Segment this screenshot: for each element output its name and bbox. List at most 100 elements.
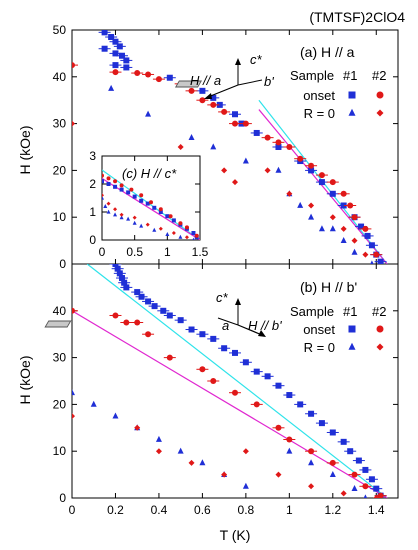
data-point — [340, 490, 347, 497]
data-point — [308, 410, 315, 417]
data-point — [139, 198, 144, 203]
ytick-label: 3 — [89, 149, 96, 163]
legend-a-sample: Sample — [290, 68, 334, 83]
data-point — [221, 471, 228, 478]
data-point — [362, 251, 369, 258]
legend-a-onset: onset — [303, 88, 335, 103]
data-point — [171, 218, 176, 223]
data-point — [165, 232, 170, 236]
ytick-label: 40 — [53, 304, 67, 318]
data-point — [210, 335, 217, 342]
data-point — [364, 232, 371, 239]
ytick-label: 20 — [53, 163, 67, 177]
data-point — [362, 466, 369, 473]
data-point — [134, 70, 141, 77]
ytick-label: 0 — [59, 257, 66, 271]
data-point — [112, 50, 119, 57]
data-point — [113, 179, 118, 184]
data-point — [370, 260, 374, 264]
data-point — [264, 167, 271, 174]
ytick-label: 50 — [53, 23, 67, 37]
data-point — [188, 134, 195, 141]
data-point — [191, 231, 196, 235]
data-point — [132, 194, 137, 199]
crystal-axes-a: c* b' H // a — [174, 52, 274, 99]
data-point — [177, 447, 184, 454]
data-point — [210, 101, 217, 108]
legend-marker-r0-1 — [348, 108, 356, 116]
data-point — [101, 30, 108, 36]
xtick-label: 0 — [69, 503, 76, 517]
field-arrow-b — [237, 324, 263, 336]
data-point — [145, 201, 150, 206]
data-point — [275, 424, 282, 431]
data-point — [275, 471, 282, 478]
data-point — [199, 459, 206, 466]
data-point — [308, 162, 315, 169]
data-point — [106, 201, 111, 206]
data-point — [308, 167, 315, 174]
data-point — [123, 64, 130, 71]
data-point — [123, 319, 130, 326]
data-point — [108, 84, 115, 91]
ytick-label: 0 — [59, 491, 66, 505]
a-label-b: a — [222, 318, 229, 333]
field-arrow-a — [207, 84, 239, 98]
data-point — [134, 289, 141, 296]
data-point — [151, 303, 158, 310]
xtick-label: 0.2 — [107, 503, 124, 517]
data-point — [112, 69, 119, 76]
data-point — [155, 448, 162, 455]
data-point — [134, 424, 141, 431]
data-point — [308, 459, 315, 466]
data-point — [286, 190, 293, 197]
data-point — [373, 485, 380, 492]
data-point — [242, 120, 249, 127]
legend-marker-onset-2 — [376, 91, 384, 99]
fit-line-magenta — [102, 177, 200, 240]
data-point — [72, 307, 75, 314]
data-point — [103, 204, 108, 208]
data-point — [232, 120, 238, 127]
figure-title: (TMTSF)2ClO4 — [309, 9, 405, 25]
data-point — [199, 331, 206, 338]
data-point — [166, 74, 173, 81]
data-point — [275, 139, 282, 146]
data-point — [145, 298, 152, 305]
data-point — [166, 312, 173, 319]
data-point — [132, 220, 137, 225]
data-point — [318, 179, 325, 186]
field-arrowhead-a — [204, 93, 212, 99]
data-point — [329, 190, 336, 197]
data-point — [308, 448, 315, 455]
inset-label: (c) H // c* — [122, 166, 177, 181]
data-point — [362, 483, 369, 490]
data-point — [232, 349, 238, 356]
data-point — [116, 43, 123, 50]
panel-b-label: (b) H // b' — [300, 279, 357, 295]
data-point — [221, 108, 228, 115]
data-point — [242, 482, 249, 489]
data-point — [199, 366, 206, 373]
panel-a-ylabel: H (kOe) — [17, 126, 33, 175]
inset: 0 1 2 3 0 0.5 1 1.5 — [89, 149, 208, 259]
data-point — [134, 319, 141, 326]
data-point — [340, 438, 347, 445]
data-point — [329, 429, 336, 436]
xtick-label: 1 — [164, 245, 171, 259]
data-point — [112, 312, 119, 319]
data-point — [102, 179, 104, 184]
data-point — [253, 368, 260, 375]
legend-marker-r0-2 — [376, 109, 384, 117]
data-point — [340, 225, 347, 232]
data-point — [329, 179, 336, 186]
fit-line-cyan — [86, 264, 388, 498]
data-point — [232, 179, 238, 186]
data-point — [358, 223, 365, 230]
data-point — [221, 345, 228, 352]
data-point — [160, 307, 167, 314]
data-point — [377, 258, 384, 264]
panel-b-ylabel: H (kOe) — [17, 356, 33, 405]
data-point — [188, 459, 195, 466]
data-point — [118, 52, 125, 59]
